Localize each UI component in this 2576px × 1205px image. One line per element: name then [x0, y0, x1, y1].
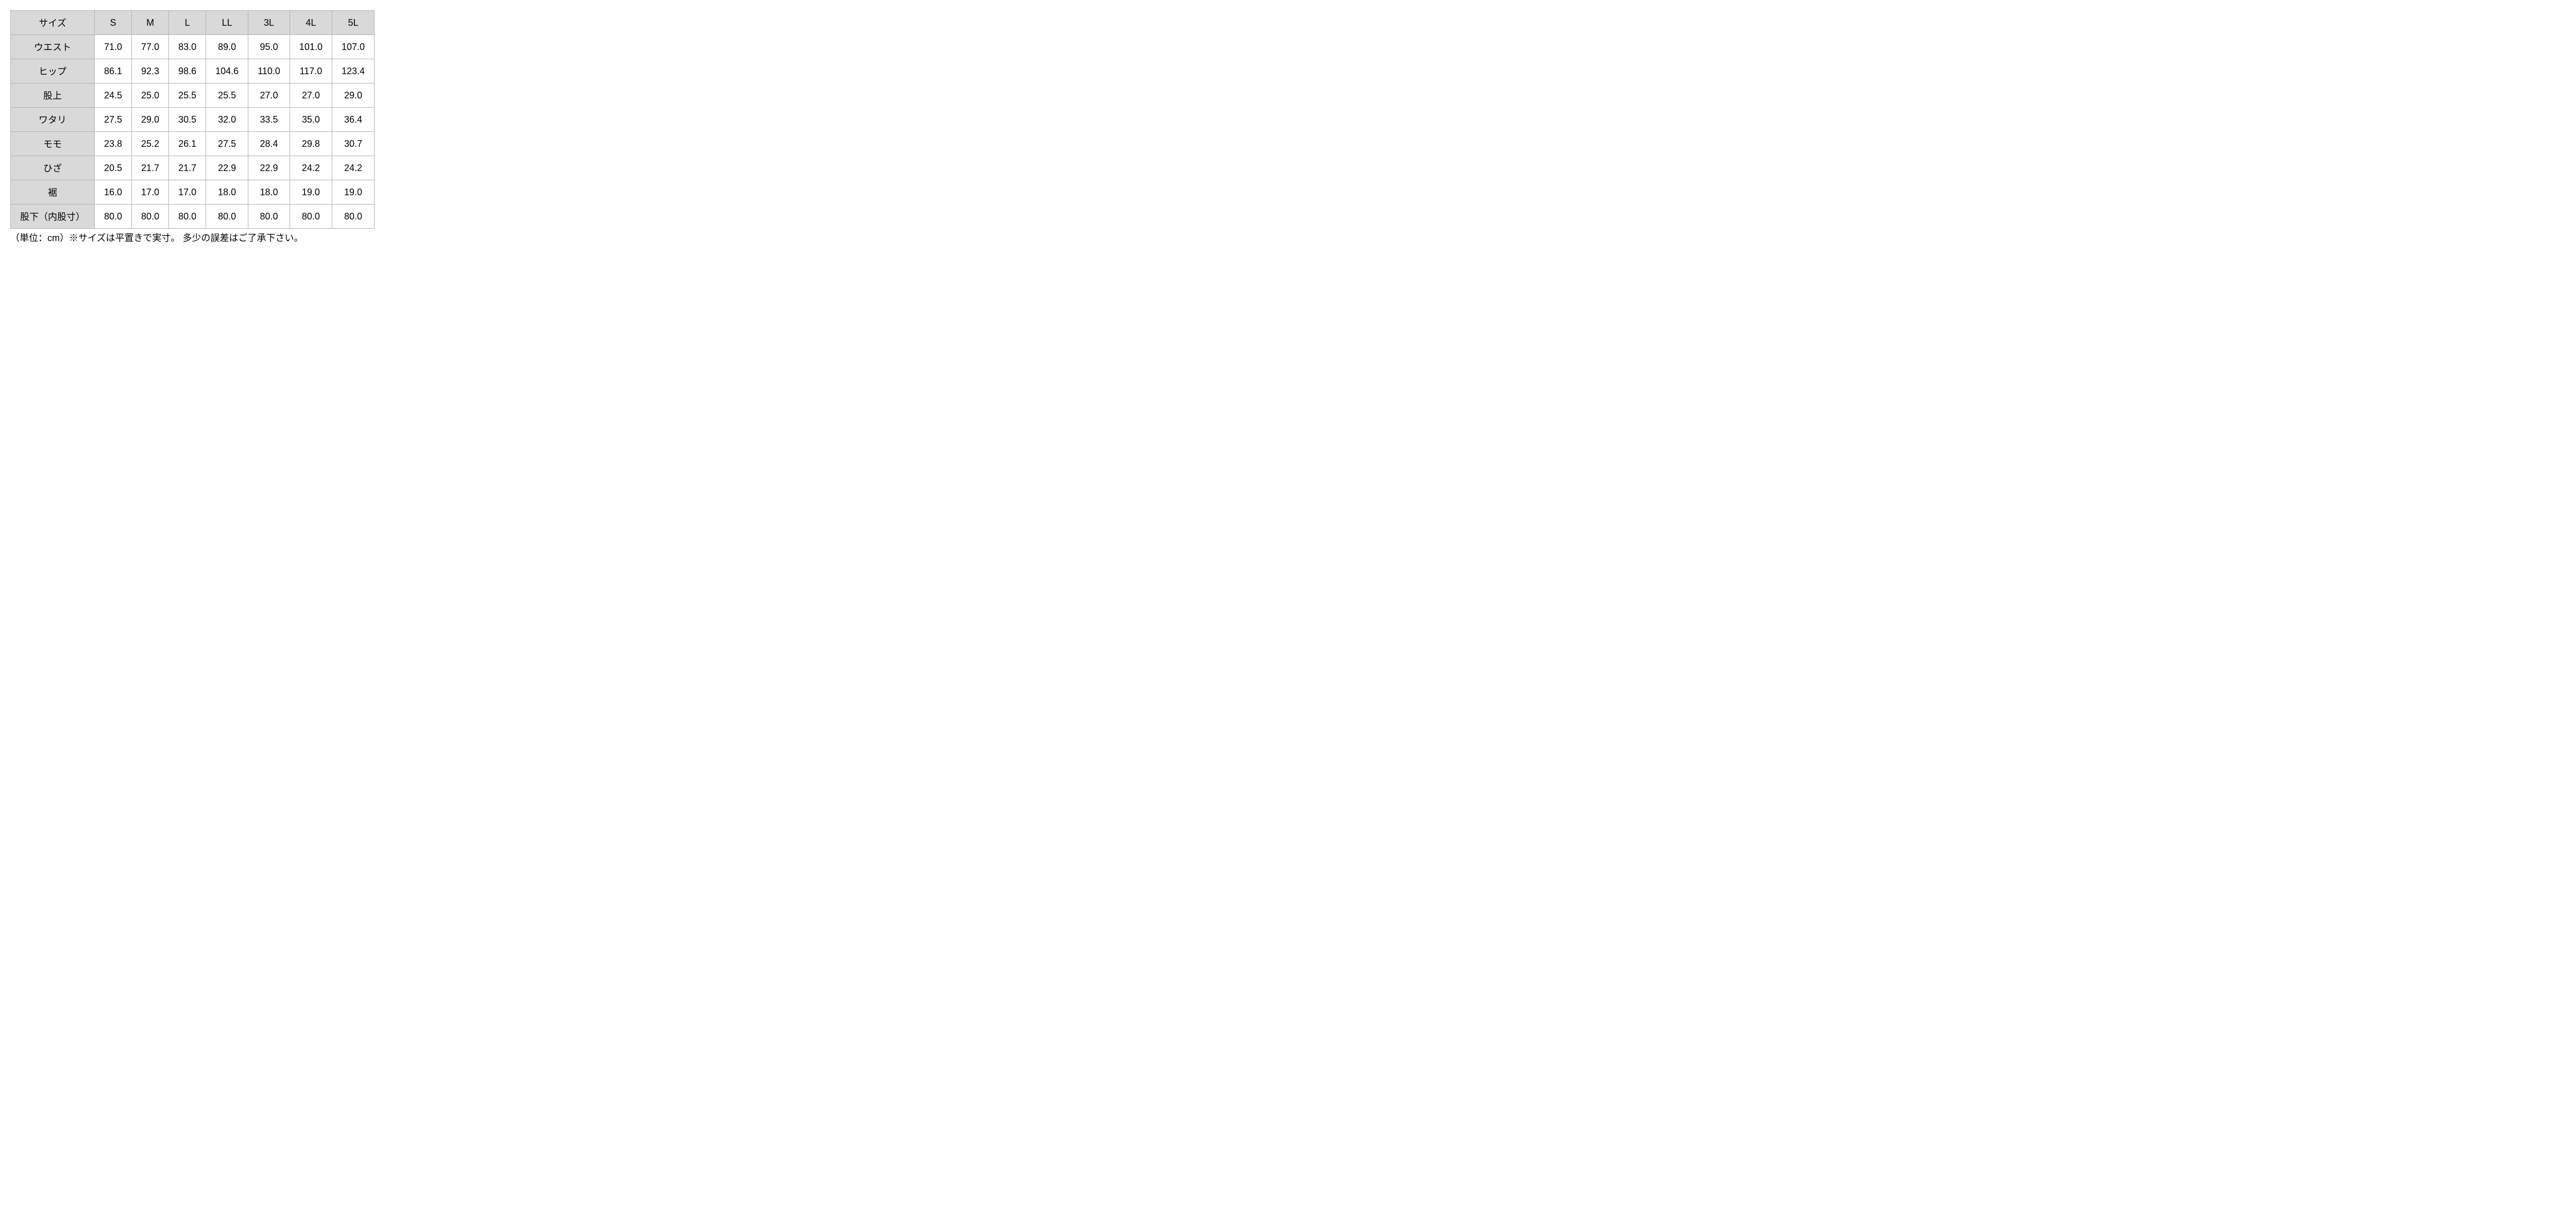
table-cell: 107.0: [332, 35, 374, 59]
table-cell: 71.0: [95, 35, 132, 59]
table-cell: 33.5: [248, 108, 290, 132]
table-cell: 16.0: [95, 180, 132, 205]
row-label: モモ: [11, 132, 95, 156]
table-cell: 80.0: [206, 205, 248, 229]
table-cell: 22.9: [248, 156, 290, 180]
table-cell: 117.0: [290, 59, 332, 83]
table-cell: 104.6: [206, 59, 248, 83]
table-cell: 92.3: [132, 59, 169, 83]
table-row: 股上24.525.025.525.527.027.029.0: [11, 83, 375, 108]
table-cell: 35.0: [290, 108, 332, 132]
table-cell: 22.9: [206, 156, 248, 180]
col-header-5L: 5L: [332, 11, 374, 35]
size-table: サイズSMLLL3L4L5L ウエスト71.077.083.089.095.01…: [10, 10, 375, 229]
table-cell: 18.0: [206, 180, 248, 205]
table-cell: 25.5: [169, 83, 206, 108]
table-cell: 95.0: [248, 35, 290, 59]
table-cell: 29.0: [132, 108, 169, 132]
table-cell: 80.0: [132, 205, 169, 229]
table-footnote: （単位：cm）※サイズは平置きで実寸。 多少の誤差はご了承下さい。: [10, 231, 375, 244]
table-cell: 86.1: [95, 59, 132, 83]
table-cell: 30.5: [169, 108, 206, 132]
table-cell: 36.4: [332, 108, 374, 132]
table-cell: 83.0: [169, 35, 206, 59]
table-cell: 80.0: [169, 205, 206, 229]
table-cell: 80.0: [290, 205, 332, 229]
table-cell: 110.0: [248, 59, 290, 83]
table-cell: 25.5: [206, 83, 248, 108]
table-cell: 19.0: [290, 180, 332, 205]
table-cell: 24.2: [332, 156, 374, 180]
table-cell: 98.6: [169, 59, 206, 83]
table-cell: 101.0: [290, 35, 332, 59]
table-cell: 27.0: [248, 83, 290, 108]
table-row: ウエスト71.077.083.089.095.0101.0107.0: [11, 35, 375, 59]
table-row: 股下（内股寸）80.080.080.080.080.080.080.0: [11, 205, 375, 229]
table-cell: 20.5: [95, 156, 132, 180]
table-cell: 19.0: [332, 180, 374, 205]
table-row: ワタリ27.529.030.532.033.535.036.4: [11, 108, 375, 132]
col-header-size: サイズ: [11, 11, 95, 35]
col-header-3L: 3L: [248, 11, 290, 35]
row-label: 股上: [11, 83, 95, 108]
size-table-block: サイズSMLLL3L4L5L ウエスト71.077.083.089.095.01…: [10, 10, 375, 244]
table-cell: 24.2: [290, 156, 332, 180]
table-cell: 80.0: [248, 205, 290, 229]
table-row: ヒップ86.192.398.6104.6110.0117.0123.4: [11, 59, 375, 83]
table-cell: 29.0: [332, 83, 374, 108]
table-cell: 28.4: [248, 132, 290, 156]
table-cell: 30.7: [332, 132, 374, 156]
table-cell: 17.0: [132, 180, 169, 205]
table-cell: 21.7: [169, 156, 206, 180]
table-cell: 27.5: [206, 132, 248, 156]
table-cell: 89.0: [206, 35, 248, 59]
table-cell: 24.5: [95, 83, 132, 108]
table-cell: 123.4: [332, 59, 374, 83]
row-label: 股下（内股寸）: [11, 205, 95, 229]
col-header-4L: 4L: [290, 11, 332, 35]
table-cell: 21.7: [132, 156, 169, 180]
table-cell: 25.2: [132, 132, 169, 156]
table-cell: 18.0: [248, 180, 290, 205]
table-cell: 80.0: [95, 205, 132, 229]
table-cell: 27.0: [290, 83, 332, 108]
table-cell: 25.0: [132, 83, 169, 108]
table-row: ひざ20.521.721.722.922.924.224.2: [11, 156, 375, 180]
row-label: 裾: [11, 180, 95, 205]
table-row: モモ23.825.226.127.528.429.830.7: [11, 132, 375, 156]
col-header-S: S: [95, 11, 132, 35]
table-cell: 17.0: [169, 180, 206, 205]
col-header-L: L: [169, 11, 206, 35]
col-header-LL: LL: [206, 11, 248, 35]
row-label: ひざ: [11, 156, 95, 180]
row-label: ヒップ: [11, 59, 95, 83]
row-label: ウエスト: [11, 35, 95, 59]
col-header-M: M: [132, 11, 169, 35]
table-cell: 23.8: [95, 132, 132, 156]
table-cell: 26.1: [169, 132, 206, 156]
table-cell: 29.8: [290, 132, 332, 156]
table-cell: 80.0: [332, 205, 374, 229]
table-cell: 32.0: [206, 108, 248, 132]
row-label: ワタリ: [11, 108, 95, 132]
table-row: 裾16.017.017.018.018.019.019.0: [11, 180, 375, 205]
table-cell: 27.5: [95, 108, 132, 132]
table-cell: 77.0: [132, 35, 169, 59]
